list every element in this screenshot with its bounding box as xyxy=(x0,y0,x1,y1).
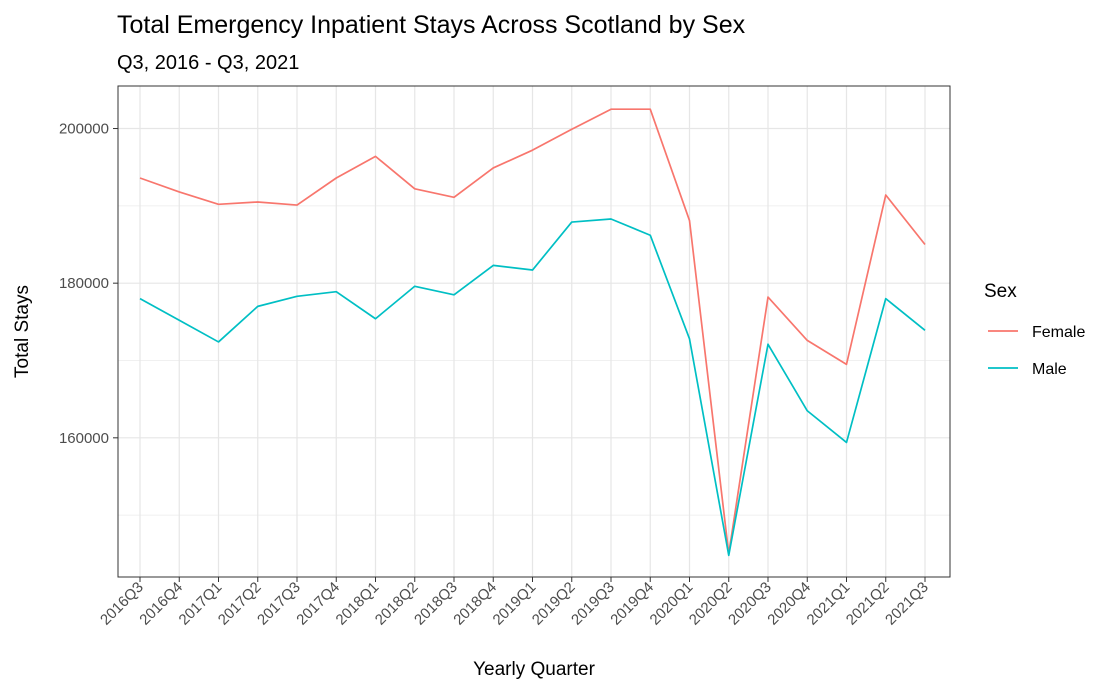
x-tick-label: 2019Q3 xyxy=(568,579,618,629)
x-tick-label: 2019Q4 xyxy=(607,579,657,629)
y-tick-label: 180000 xyxy=(59,275,109,292)
y-tick-label: 200000 xyxy=(59,121,109,138)
x-tick-label: 2021Q2 xyxy=(843,579,893,629)
x-tick-label: 2017Q2 xyxy=(215,579,265,629)
x-tick-label: 2021Q3 xyxy=(882,579,932,629)
x-tick-label: 2019Q2 xyxy=(529,579,579,629)
axis-ticks: 1600001800002000002016Q32016Q42017Q12017… xyxy=(59,121,932,629)
x-tick-label: 2020Q4 xyxy=(764,579,814,629)
x-tick-label: 2021Q1 xyxy=(804,579,854,629)
x-axis-title: Yearly Quarter xyxy=(473,659,595,680)
x-tick-label: 2020Q1 xyxy=(647,579,697,629)
x-tick-label: 2018Q4 xyxy=(450,579,500,629)
x-tick-label: 2019Q1 xyxy=(490,579,540,629)
x-tick-label: 2020Q2 xyxy=(686,579,736,629)
x-tick-label: 2016Q3 xyxy=(97,579,147,629)
y-tick-label: 160000 xyxy=(59,430,109,447)
series-line-female xyxy=(139,108,926,555)
legend-title: Sex xyxy=(984,281,1017,302)
legend-label-female: Female xyxy=(1032,324,1085,341)
grid xyxy=(118,86,950,577)
chart-title: Total Emergency Inpatient Stays Across S… xyxy=(117,11,746,39)
x-tick-label: 2017Q4 xyxy=(293,579,343,629)
x-tick-label: 2020Q3 xyxy=(725,579,775,629)
x-tick-label: 2017Q1 xyxy=(176,579,226,629)
x-tick-label: 2018Q1 xyxy=(333,579,383,629)
x-tick-label: 2018Q3 xyxy=(411,579,461,629)
x-tick-label: 2016Q4 xyxy=(136,579,186,629)
chart-subtitle: Q3, 2016 - Q3, 2021 xyxy=(117,52,299,74)
y-axis-title: Total Stays xyxy=(12,285,33,378)
series-line-male xyxy=(139,218,926,557)
series-lines xyxy=(139,108,926,557)
legend-label-male: Male xyxy=(1032,361,1067,378)
x-tick-label: 2017Q3 xyxy=(254,579,304,629)
legend: Sex Female Male xyxy=(984,281,1085,378)
x-tick-label: 2018Q2 xyxy=(372,579,422,629)
plot-panel xyxy=(117,85,951,578)
